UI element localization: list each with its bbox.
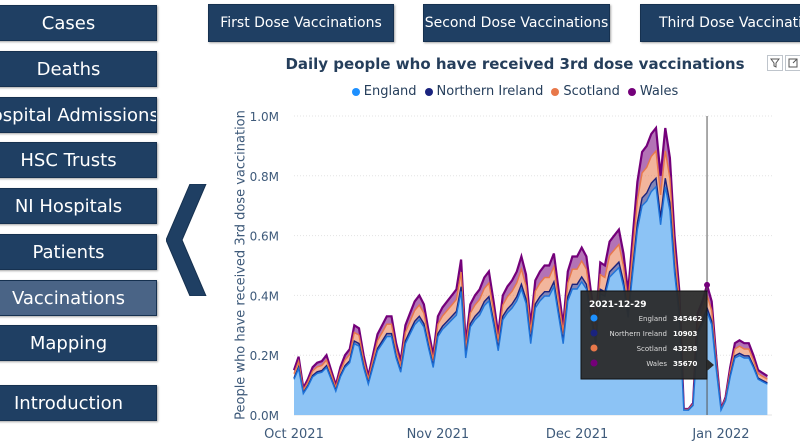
legend-label: Northern Ireland bbox=[436, 84, 544, 99]
nav-item-hsc-trusts[interactable]: HSC Trusts bbox=[0, 142, 157, 178]
legend-label: England bbox=[363, 84, 417, 99]
nav-item-deaths[interactable]: Deaths bbox=[0, 51, 157, 87]
legend-label: Scotland bbox=[563, 84, 620, 99]
nav-item-patients[interactable]: Patients bbox=[0, 234, 157, 270]
tooltip-value: 43258 bbox=[673, 345, 697, 353]
tooltip-series-name: Scotland bbox=[637, 345, 667, 353]
chart-title: Daily people who have received 3rd dose … bbox=[285, 55, 745, 73]
tooltip-box bbox=[580, 290, 708, 380]
chart-legend: England Northern Ireland Scotland Wales bbox=[300, 84, 730, 99]
tooltip-value: 345462 bbox=[673, 315, 702, 323]
tooltip-series-name: Wales bbox=[646, 360, 667, 368]
legend-item[interactable]: Scotland bbox=[551, 84, 620, 99]
y-tick-label: 0.8M bbox=[250, 170, 279, 184]
legend-swatch bbox=[424, 87, 433, 96]
tooltip-swatch bbox=[590, 359, 598, 367]
filter-icon[interactable] bbox=[767, 55, 783, 71]
x-tick-label: Dec 2021 bbox=[546, 427, 608, 442]
legend-item[interactable]: Wales bbox=[627, 84, 679, 99]
y-tick-label: 0.0M bbox=[250, 409, 279, 423]
legend-swatch bbox=[351, 87, 360, 96]
series-line-england bbox=[293, 185, 768, 413]
y-tick-label: 1.0M bbox=[250, 110, 279, 124]
tooltip-swatch bbox=[590, 314, 598, 322]
back-arrow-icon[interactable] bbox=[166, 184, 210, 296]
tab-third-dose[interactable]: Third Dose Vaccinations bbox=[640, 4, 800, 42]
tooltip-value: 10903 bbox=[673, 330, 697, 338]
tooltip-value: 35670 bbox=[673, 360, 697, 368]
x-tick-label: Oct 2021 bbox=[264, 427, 324, 442]
tooltip-date: 2021-12-29 bbox=[589, 300, 647, 310]
legend-label: Wales bbox=[639, 84, 679, 99]
tooltip-swatch bbox=[590, 329, 598, 337]
legend-item[interactable]: England bbox=[351, 84, 417, 99]
nav-item-ni-hospitals[interactable]: NI Hospitals bbox=[0, 188, 157, 224]
tooltip-series-name: England bbox=[639, 315, 667, 323]
legend-swatch bbox=[627, 87, 636, 96]
y-tick-label: 0.4M bbox=[250, 289, 279, 303]
introduction-button[interactable]: Introduction bbox=[0, 385, 157, 421]
tooltip-pointer bbox=[707, 359, 714, 371]
nav-item-cases[interactable]: Cases bbox=[0, 5, 157, 41]
x-tick-label: Jan 2022 bbox=[691, 427, 749, 442]
legend-swatch bbox=[551, 87, 560, 96]
nav-item-vaccinations[interactable]: Vaccinations bbox=[0, 280, 157, 316]
x-tick-label: Nov 2021 bbox=[407, 427, 470, 442]
y-tick-label: 0.2M bbox=[250, 349, 279, 363]
nav-item-hospital-admissions[interactable]: Hospital Admissions bbox=[0, 97, 157, 133]
tab-first-dose[interactable]: First Dose Vaccinations bbox=[208, 4, 394, 42]
hover-point bbox=[704, 281, 711, 288]
focus-mode-icon[interactable] bbox=[785, 55, 800, 71]
tooltip-series-name: Northern Ireland bbox=[609, 330, 667, 338]
tab-second-dose[interactable]: Second Dose Vaccinations bbox=[423, 4, 610, 42]
tooltip-swatch bbox=[590, 344, 598, 352]
y-tick-label: 0.6M bbox=[250, 230, 279, 244]
legend-item[interactable]: Northern Ireland bbox=[424, 84, 544, 99]
nav-item-mapping[interactable]: Mapping bbox=[0, 325, 157, 361]
